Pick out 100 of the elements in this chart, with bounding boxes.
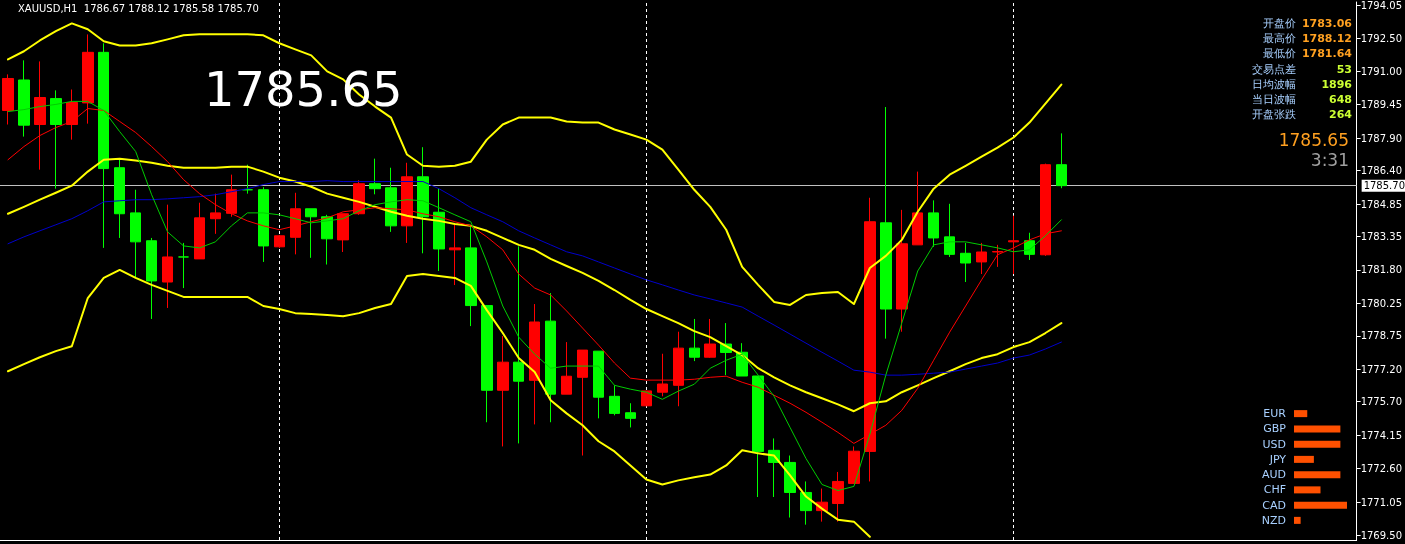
- text: 1788.12: [1301, 32, 1352, 46]
- y-tick-label: AUD: [1261, 468, 1286, 482]
- candlestick: [944, 203, 955, 258]
- y-tick-label: CHF: [1263, 483, 1286, 497]
- y-tick-label: JPY: [1268, 452, 1287, 466]
- candlestick: [609, 384, 620, 416]
- y-tick-label: 1778.75: [1360, 330, 1403, 342]
- candlestick: [752, 375, 764, 498]
- candlestick: [210, 193, 221, 235]
- bar: [1294, 486, 1321, 494]
- candlestick: [258, 186, 269, 263]
- y-tick-label: 1786.40: [1360, 165, 1403, 177]
- y-tick-label: 1784.85: [1360, 198, 1403, 210]
- candlestick: [625, 402, 636, 428]
- candlestick: [369, 158, 381, 195]
- text: 53: [1336, 62, 1352, 76]
- y-tick-label: 1789.45: [1360, 99, 1403, 111]
- y-tick-label: EUR: [1263, 407, 1287, 421]
- y-tick-label: GBP: [1263, 422, 1287, 436]
- line-series: [6, 268, 871, 538]
- text: 最高价: [1263, 32, 1296, 46]
- y-tick-label: 1781.80: [1360, 264, 1403, 276]
- candlestick: [529, 303, 540, 425]
- text: 1785.65: [1278, 129, 1349, 150]
- candlestick: [18, 59, 30, 138]
- candlestick: [976, 242, 987, 275]
- candlestick: [337, 213, 349, 253]
- y-tick-label: 1772.60: [1360, 463, 1403, 475]
- candlestick: [50, 89, 62, 190]
- candlestick: [481, 305, 493, 423]
- candlestick: [1008, 215, 1019, 275]
- text: 1783.06: [1301, 17, 1353, 30]
- y-tick-label: 1794.05: [1360, 0, 1403, 11]
- y-tick-label: 1791.00: [1360, 65, 1403, 77]
- y-tick-label: 1774.15: [1360, 429, 1403, 441]
- candlestick: [130, 189, 141, 279]
- bar: [1294, 471, 1341, 479]
- y-tick-label: NZD: [1261, 513, 1286, 527]
- candlestick: [2, 73, 14, 126]
- candlestick: [561, 341, 572, 395]
- candlestick: [784, 455, 796, 519]
- y-tick-label: 1769.50: [1360, 530, 1403, 542]
- candlestick: [593, 350, 604, 419]
- candlestick: [305, 208, 317, 259]
- candlestick: [928, 199, 939, 248]
- candlestick: [641, 390, 652, 407]
- candlestick: [465, 226, 477, 327]
- text: 264: [1329, 108, 1353, 122]
- candlestick: [513, 245, 524, 444]
- candlestick: [848, 445, 860, 484]
- y-tick-label: 1787.90: [1360, 132, 1403, 144]
- candlestick: [1040, 163, 1051, 257]
- candlestick: [880, 106, 892, 340]
- text: 3:31: [1310, 149, 1349, 170]
- y-tick-label: USD: [1262, 437, 1286, 451]
- text: 当日波幅: [1252, 93, 1296, 106]
- candlestick: [545, 292, 556, 423]
- bar: [1294, 516, 1301, 524]
- candlestick: [1056, 132, 1067, 189]
- text: 最低价: [1263, 47, 1296, 61]
- text: 648: [1329, 93, 1352, 106]
- candlestick: [114, 159, 125, 239]
- candlestick: [577, 349, 588, 457]
- text: 日均波幅: [1252, 77, 1296, 91]
- y-tick-label: 1792.50: [1360, 33, 1403, 45]
- candlestick: [162, 204, 173, 309]
- candlestick: [832, 471, 844, 523]
- y-tick-label: 1771.05: [1360, 496, 1403, 508]
- candlestick: [178, 242, 189, 289]
- y-tick-label: CAD: [1262, 498, 1286, 512]
- line-series: [6, 22, 1063, 306]
- line-series: [7, 180, 1062, 376]
- bar: [1294, 501, 1347, 509]
- candlestick: [98, 42, 109, 249]
- bar: [1294, 425, 1341, 433]
- candlestick: [290, 192, 301, 255]
- candlestick: [992, 244, 1003, 268]
- candlestick: [896, 209, 908, 333]
- candlestick: [704, 318, 716, 359]
- ref-line-label: 1785.70: [1363, 180, 1405, 192]
- text: 交易点差: [1252, 62, 1296, 76]
- y-tick-label: 1780.25: [1360, 297, 1403, 309]
- text: 开盘张跌: [1252, 108, 1296, 122]
- candlestick: [146, 237, 157, 320]
- bar: [1294, 440, 1341, 448]
- candlestick: [497, 335, 509, 447]
- candlestick: [433, 188, 445, 272]
- candlestick: [673, 331, 684, 407]
- text: 1781.64: [1301, 47, 1353, 61]
- candlestick: [321, 214, 333, 266]
- chart-title: XAUUSD,H1 1786.67 1788.12 1785.58 1785.70: [18, 2, 259, 14]
- candlestick: [912, 171, 923, 246]
- candlestick: [226, 174, 237, 218]
- y-tick-label: 1783.35: [1360, 230, 1403, 242]
- y-tick-label: 1777.20: [1360, 363, 1403, 375]
- candlestick: [657, 353, 668, 397]
- candlestick: [449, 223, 461, 286]
- candlestick: [194, 202, 205, 260]
- candlestick: [960, 242, 971, 283]
- text: 开盘价: [1263, 17, 1296, 30]
